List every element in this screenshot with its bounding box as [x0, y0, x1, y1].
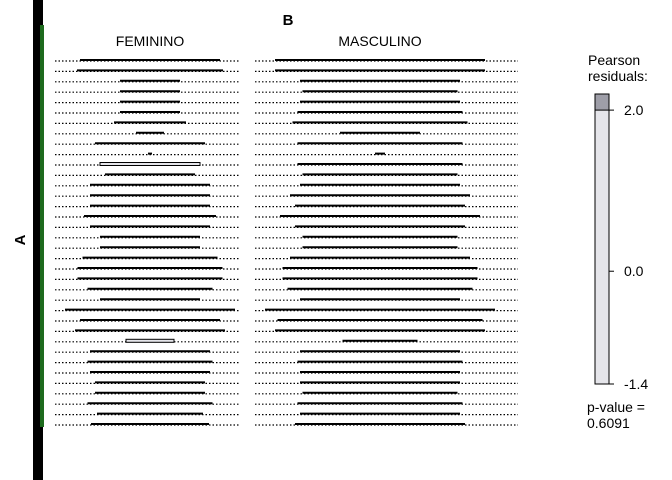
row-label-bar: [33, 0, 43, 480]
pvalue-label: p-value =: [587, 399, 645, 415]
legend-neutral-band: [594, 93, 610, 385]
legend-color-bar: [594, 93, 610, 385]
legend-ticks: 2.0 0.0 -1.4: [609, 102, 648, 392]
legend-tick-label: -1.4: [624, 376, 648, 392]
row-label-highlight: [40, 25, 44, 427]
row-variable-title: A: [12, 234, 29, 245]
tile-feminino: [125, 338, 175, 343]
mosaic-tiles: [55, 59, 518, 426]
legend-tick-label: 2.0: [624, 102, 644, 118]
pvalue-value: 0.6091: [587, 415, 630, 431]
column-variable-title: B: [283, 12, 294, 29]
column-label-masculino: MASCULINO: [338, 33, 421, 49]
legend-tick-label: 0.0: [624, 263, 644, 279]
column-label-feminino: FEMININO: [116, 33, 185, 49]
legend-positive-band: [594, 93, 610, 111]
legend-title-line2: residuals:: [588, 68, 648, 84]
legend-title-line1: Pearson: [588, 52, 640, 68]
tile-feminino: [99, 162, 201, 166]
